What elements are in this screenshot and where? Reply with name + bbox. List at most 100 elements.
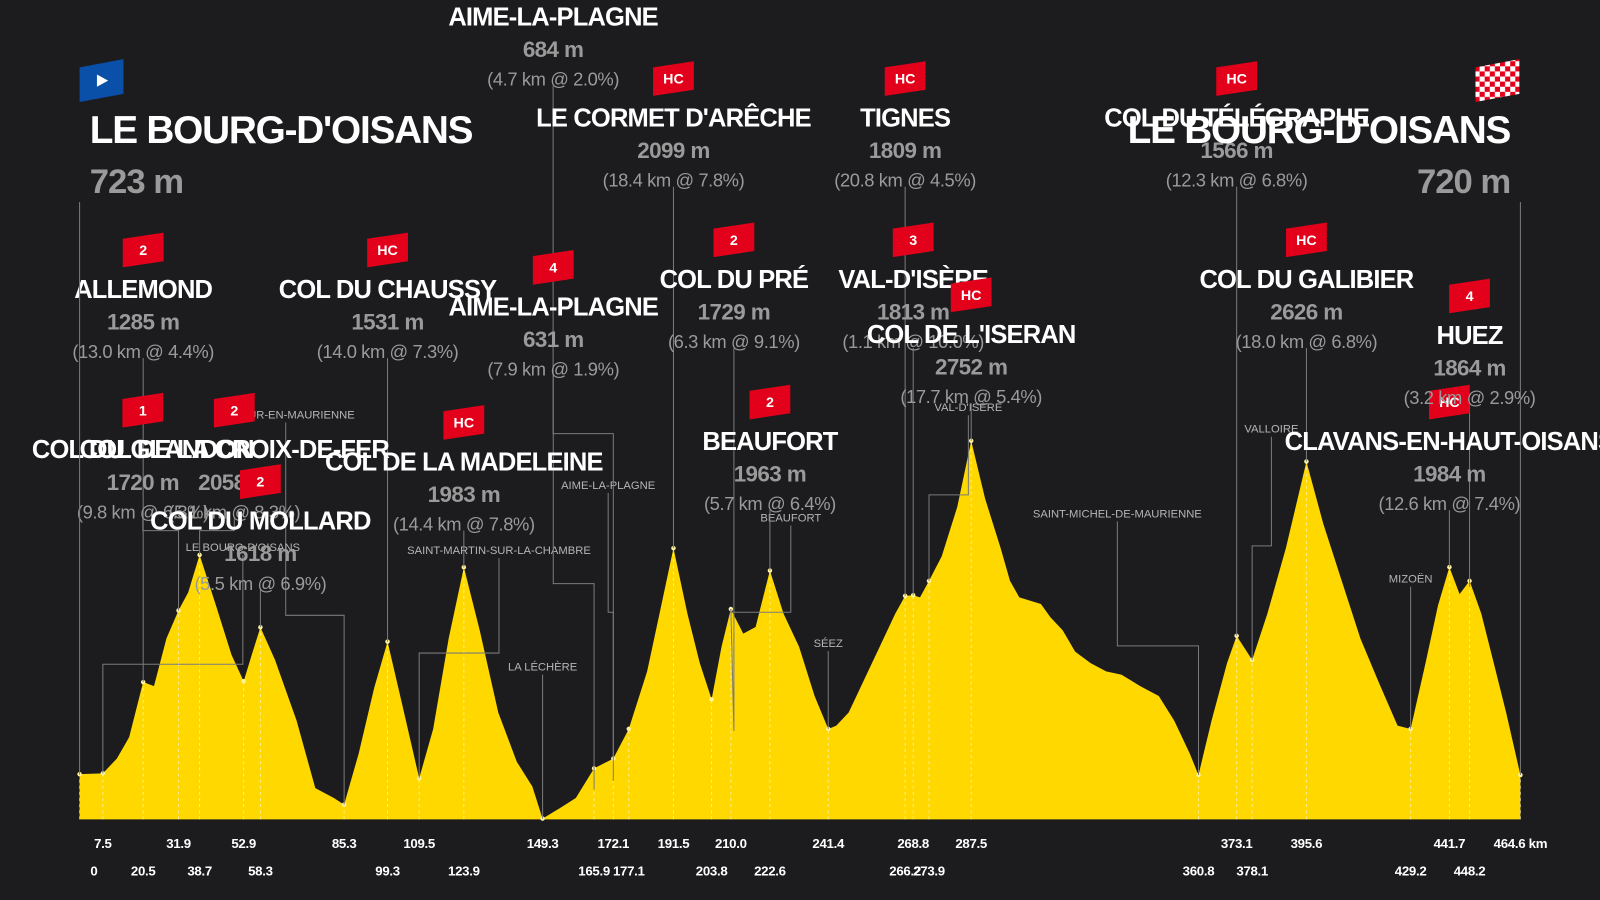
climb-leader [142, 518, 180, 611]
place-label: SAINT-MARTIN-SUR-LA-CHAMBRE [407, 545, 591, 557]
x-tick-label: 172.1 [597, 836, 629, 851]
climb-name: ALLEMOND [74, 276, 212, 304]
category-label: 2 [766, 395, 774, 411]
category-badge [532, 250, 574, 285]
x-tick-label: 177.1 [613, 864, 645, 879]
tick-dot [100, 771, 106, 776]
climb-name: COL DU MOLLARD [150, 508, 371, 536]
tick-dot [461, 565, 467, 570]
place-label: LA LÉCHÈRE [508, 660, 577, 673]
climb-elevation: 1729 m [698, 299, 770, 324]
climb-name: COL DE LA MADELEINE [325, 448, 604, 476]
place-label: SÉEZ [814, 637, 843, 650]
x-tick-label: 441.7 [1434, 836, 1466, 851]
x-tick-label: 7.5 [94, 836, 112, 851]
category-label: HC [377, 243, 398, 259]
category-label: 3 [909, 233, 917, 249]
category-label: HC [961, 288, 982, 304]
climb-detail: (13.0 km @ 4.4%) [72, 341, 214, 362]
x-tick-label: 203.8 [696, 864, 728, 879]
place-label: AIME-LA-PLAGNE [561, 480, 655, 492]
climb-leader [730, 347, 735, 731]
climb-elevation: 684 m [523, 37, 584, 62]
finish-flag [1475, 59, 1520, 103]
x-tick-label: 222.6 [754, 864, 786, 879]
start-flag [79, 59, 124, 103]
climb-name: COL DE L'ISERAN [867, 321, 1076, 349]
category-label: 2 [230, 403, 238, 419]
climb-detail: (17.7 km @ 5.4%) [900, 386, 1042, 407]
x-tick-label: 395.6 [1291, 836, 1323, 851]
climb-detail: (4.7 km @ 2.0%) [487, 69, 619, 90]
x-tick-label: 378.1 [1236, 864, 1268, 879]
climb-elevation: 1864 m [1433, 356, 1505, 381]
x-tick-label: 99.3 [375, 864, 400, 879]
finish-name: LE BOURG-D'OISANS [1128, 109, 1511, 152]
category-label: HC [1226, 72, 1247, 88]
x-tick-label: 149.3 [527, 836, 559, 851]
category-badge [950, 277, 992, 313]
climb-name: COL DU PRÉ [660, 265, 809, 294]
category-label: 4 [549, 260, 557, 276]
climb-detail: (18.4 km @ 7.8%) [603, 170, 745, 191]
climb-name: COL DU CHAUSSY [279, 276, 497, 304]
climb-detail: (18.0 km @ 6.8%) [1236, 331, 1378, 352]
climb-elevation: 2626 m [1270, 299, 1342, 324]
category-badge [884, 61, 926, 96]
climb-detail: (20.8 km @ 4.5%) [834, 170, 976, 191]
category-label: HC [454, 416, 475, 432]
start-name: LE BOURG-D'OISANS [90, 109, 473, 152]
climb-elevation: 1984 m [1413, 462, 1485, 487]
tick-dot [1447, 564, 1452, 570]
climb-name: COL DU TÉLÉGRAPHE [1104, 104, 1370, 133]
x-tick-label: 360.8 [1183, 864, 1215, 879]
x-tick-label: 31.9 [166, 836, 191, 851]
x-tick-label: 464.6 km [1494, 836, 1548, 851]
climb-elevation: 2099 m [637, 138, 709, 163]
place-label: VAL-D'ISÈRE [934, 401, 1002, 414]
place-leader [285, 422, 345, 805]
climb-leader [552, 375, 595, 790]
climb-labels: 2 ALLEMOND 1285 m (13.0 km @ 4.4%) 1 COL DU G… [32, 4, 1600, 594]
place-label: SAINT-MICHEL-DE-MAURIENNE [1033, 508, 1202, 520]
x-tick-label: 266.2 [889, 864, 921, 879]
tick-dot [825, 726, 831, 732]
climb-name: COL DU GLANDON [32, 436, 254, 464]
x-tick-label: 0 [90, 864, 97, 879]
category-badge [749, 384, 791, 420]
climb-detail: (1.1 km @ 10.0%) [842, 331, 984, 352]
climb-detail: (12.6 km @ 7.4%) [1379, 493, 1521, 514]
start-elevation: 723 m [90, 163, 183, 201]
finish-elevation: 720 m [1417, 163, 1510, 201]
climb-detail: (5.5 km @ 6.9%) [194, 573, 326, 594]
category-label: 1 [139, 403, 147, 419]
x-tick-label: 109.5 [403, 836, 435, 851]
elevation-area [79, 440, 1521, 820]
climb-detail: (12.3 km @ 6.8%) [1166, 170, 1308, 191]
place-leader [102, 555, 244, 774]
place-leader [730, 525, 792, 613]
x-tick-label: 52.9 [231, 836, 256, 851]
category-badge [653, 61, 694, 96]
place-label: VALLOIRE [1244, 424, 1298, 436]
climb-name: HUEZ [1436, 322, 1502, 350]
x-tick-label: 58.3 [248, 864, 273, 879]
climb-detail: (14.4 km @ 7.8%) [393, 514, 535, 535]
climb-elevation: 1813 m [877, 299, 949, 324]
x-tick-label: 38.7 [187, 864, 212, 879]
x-tick-label: 287.5 [955, 836, 987, 851]
climb-name: CLAVANS-EN-HAUT-OISANS [1285, 428, 1600, 456]
category-label: HC [1296, 233, 1317, 249]
category-label: HC [895, 72, 916, 88]
climb-elevation: 1531 m [351, 310, 423, 335]
tick-dot [1408, 726, 1413, 732]
tick-dot [241, 678, 246, 684]
place-leader [1116, 521, 1200, 775]
category-badge [1428, 384, 1470, 420]
climb-name: COL DE LA CROIX-DE-FER [80, 436, 390, 464]
climb-elevation: 1809 m [869, 138, 941, 163]
climb-leader [199, 518, 235, 555]
x-tick-label: 210.0 [715, 836, 747, 851]
